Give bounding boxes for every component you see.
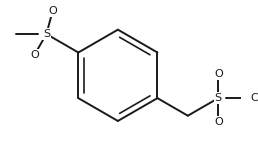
Text: Cl: Cl xyxy=(251,93,258,103)
Text: S: S xyxy=(215,93,222,103)
Text: O: O xyxy=(214,69,223,79)
Text: S: S xyxy=(43,29,50,39)
Text: O: O xyxy=(30,50,39,60)
Text: O: O xyxy=(214,117,223,127)
Text: O: O xyxy=(48,6,57,16)
